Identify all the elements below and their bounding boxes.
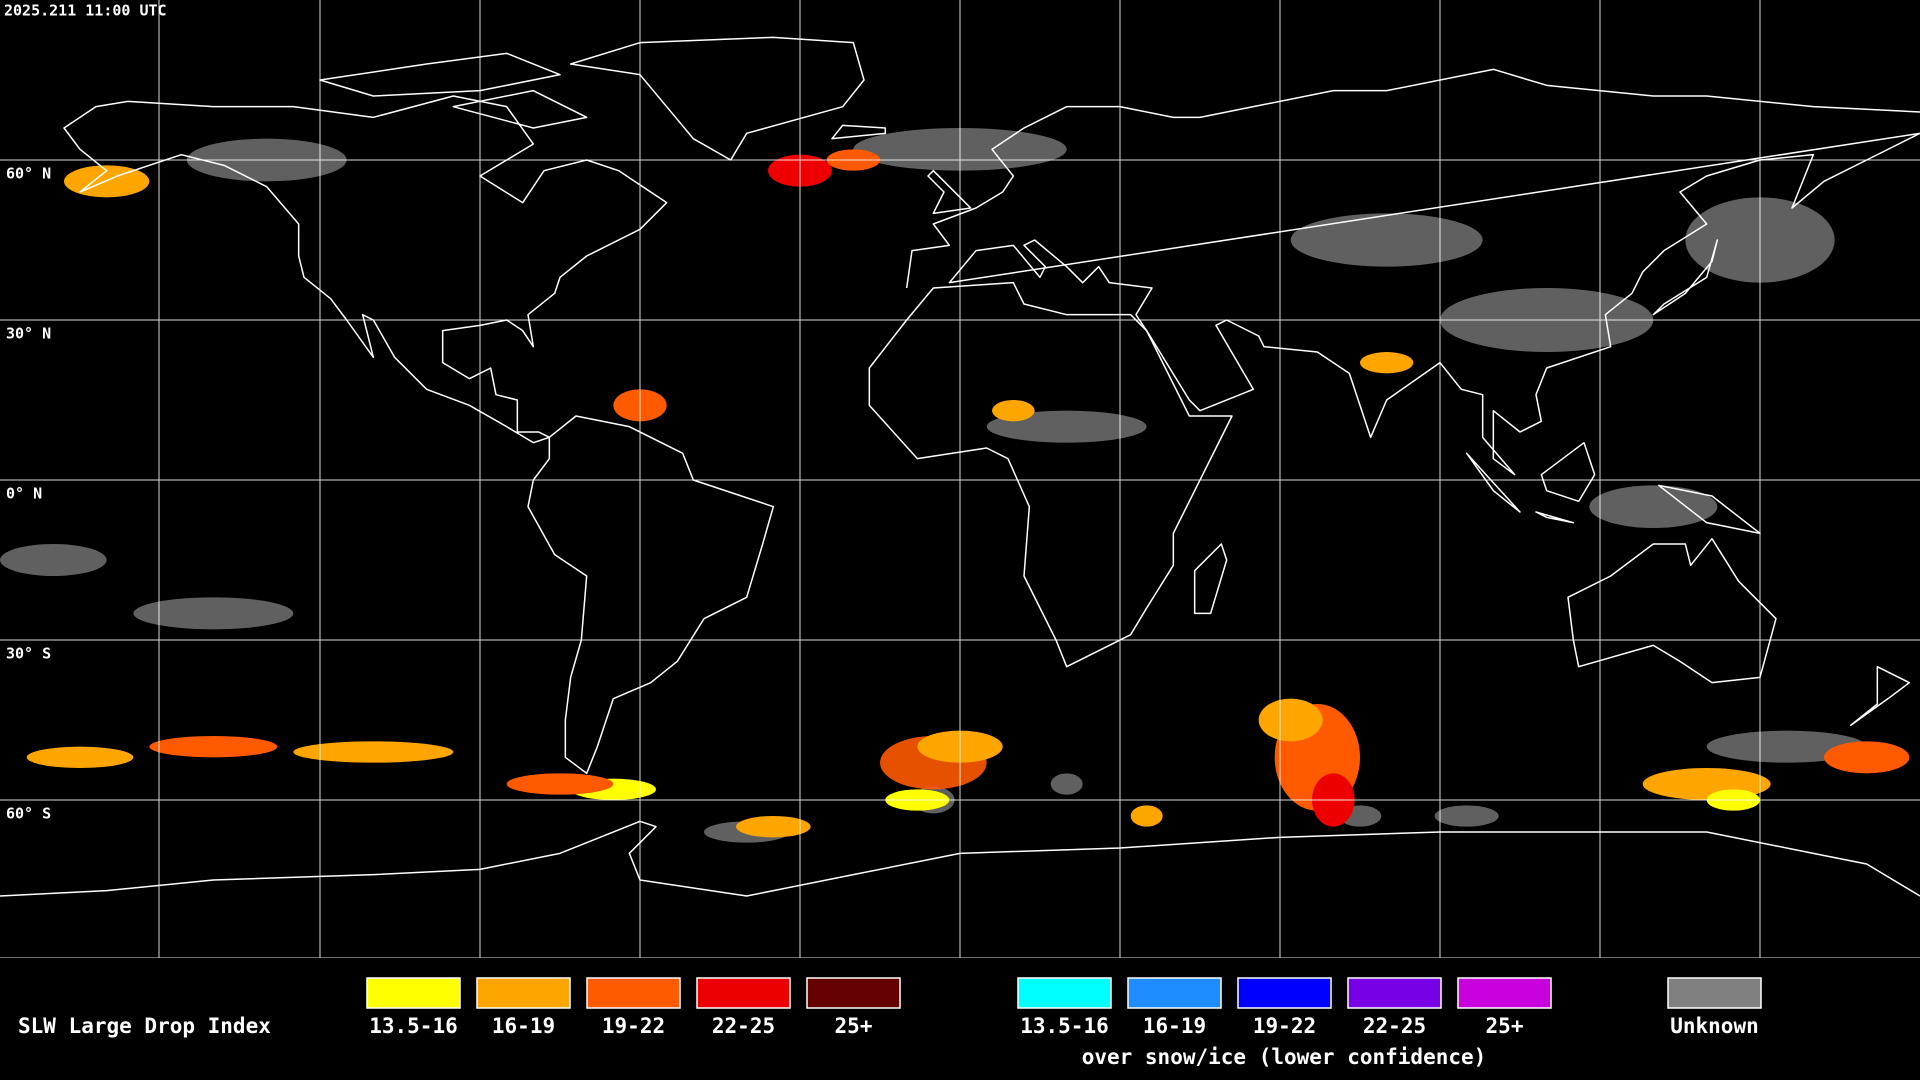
legend-title: SLW Large Drop Index [18,1014,271,1038]
latitude-label: 30° N [6,325,51,343]
legend-label: 25+ [835,1014,873,1038]
legend-swatch [366,977,461,1009]
legend-swatch [1127,977,1222,1009]
coastlines [0,37,1920,896]
legend-swatch [586,977,681,1009]
legend-caption: over snow/ice (lower confidence) [1082,1045,1487,1069]
legend-swatch [806,977,901,1009]
legend-swatch [1347,977,1442,1009]
legend-swatch [1667,977,1762,1009]
map [0,0,1920,959]
latitude-label: 60° S [6,805,51,823]
legend-label: 25+ [1486,1014,1524,1038]
legend-swatch [696,977,791,1009]
legend-label: 16-19 [492,1014,555,1038]
timestamp: 2025.211 11:00 UTC [4,2,167,20]
latitude-label: 0° N [6,485,42,503]
legend-label: 19-22 [602,1014,665,1038]
legend-swatch [476,977,571,1009]
legend-swatch [1457,977,1552,1009]
legend-panel [0,958,1920,1080]
graticule [0,0,1920,959]
latitude-label: 30° S [6,645,51,663]
legend-swatch [1237,977,1332,1009]
legend-swatch [1017,977,1112,1009]
legend-label: 13.5-16 [1020,1014,1109,1038]
latitude-label: 60° N [6,165,51,183]
legend-label: 19-22 [1253,1014,1316,1038]
legend-label: 22-25 [712,1014,775,1038]
legend-label: 13.5-16 [369,1014,458,1038]
legend-label: Unknown [1670,1014,1759,1038]
legend-label: 16-19 [1143,1014,1206,1038]
legend-label: 22-25 [1363,1014,1426,1038]
